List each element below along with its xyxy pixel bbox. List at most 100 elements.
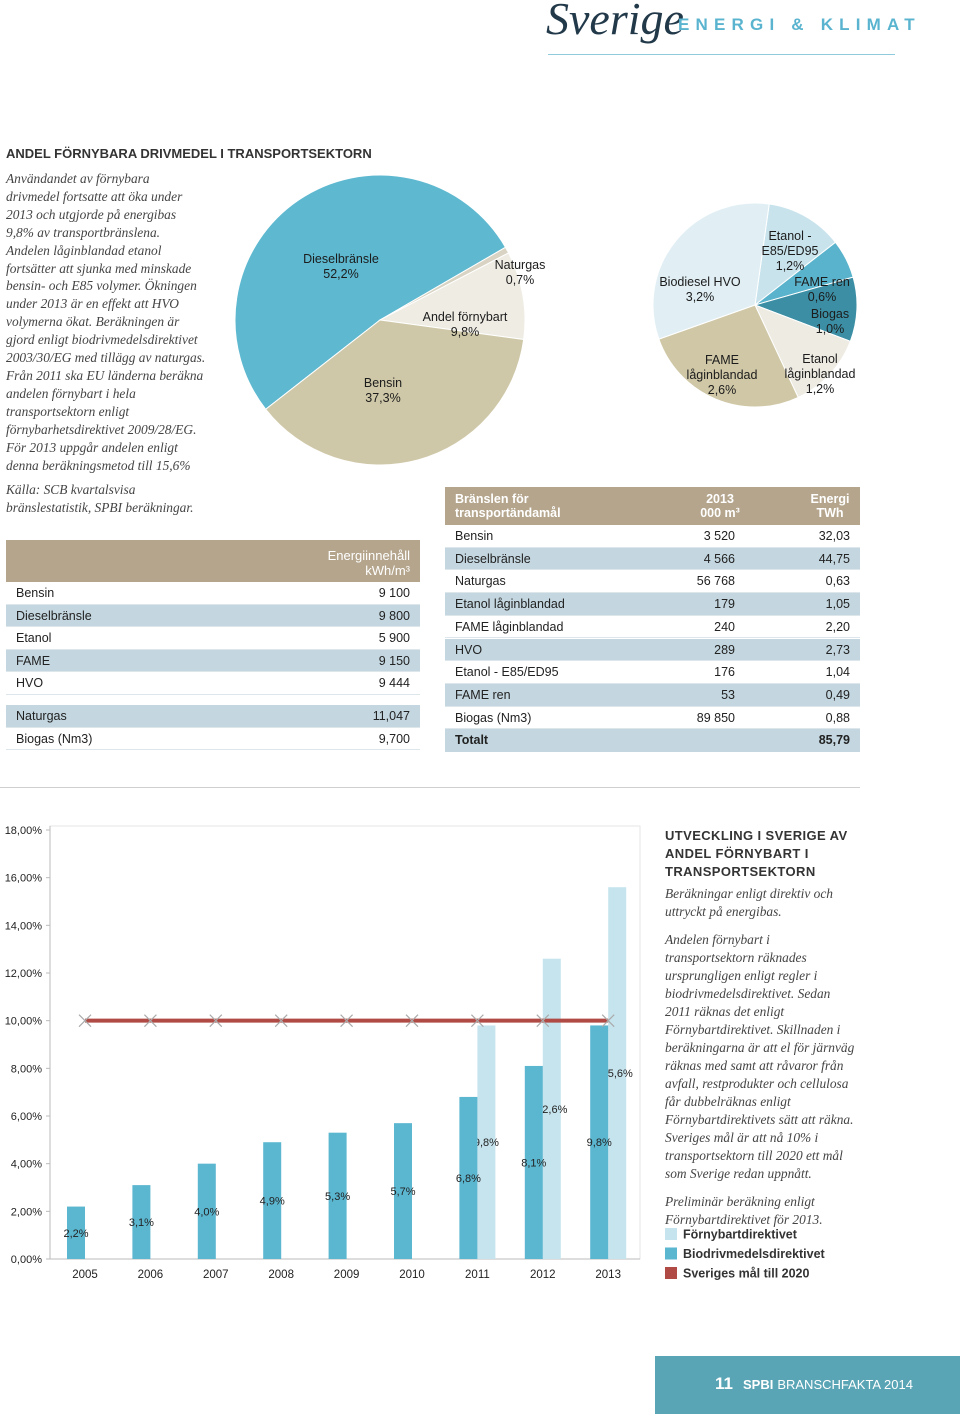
slice-name: Bensin [363,376,403,390]
row-label: Biogas (Nm3) [455,710,532,725]
row-label: Bensin [16,586,55,600]
pie-label: Bensin 37,3% [343,376,423,406]
y-tick-label: 18,00% [5,825,43,837]
bar [477,1025,496,1259]
y-tick-label: 12,00% [5,968,43,980]
row-volume: 176 [714,665,735,680]
page-title: Sverige [546,0,684,44]
x-tick-label: 2013 [595,1269,621,1281]
table-row: Etanol låginblandad 179 1,05 [445,593,860,616]
legend-swatch [665,1247,677,1260]
row-value: 9 444 [378,676,410,691]
row-label: Etanol [16,631,52,646]
legend-label: Biodrivmedelsdirektivet [683,1247,826,1261]
row-label: Naturgas [455,574,506,589]
pie-label: FAME låginblandad 2,6% [677,353,767,398]
pie-label: Biogas 1,0% [800,307,860,337]
slice-value: 0,6% [807,290,837,304]
row-volume: 4 566 [703,551,735,566]
row-value: 11,047 [372,709,410,723]
bar [328,1132,347,1259]
slice-name: Andel förnybart [422,310,508,324]
data-label: 9,8% [474,1137,499,1149]
row-energy: 0,63 [825,574,850,589]
data-label: 4,9% [260,1196,285,1208]
x-tick-label: 2012 [530,1269,556,1281]
slice-value: 3,2% [685,290,715,304]
legend-label: Förnybartdirektivet [683,1228,798,1242]
row-energy: 32,03 [818,529,850,543]
y-tick-label: 2,00% [11,1206,42,1218]
table-row: Bensin 9 100 [6,582,420,605]
pie-slice [378,252,526,341]
footer-band: 11 SPBI BRANSCHFAKTA 2014 [655,1356,960,1414]
bar [197,1163,216,1259]
data-label: 6,8% [456,1173,481,1185]
total-energy: 85,79 [818,733,850,748]
pie-slice [754,203,837,307]
row-label: Etanol - E85/ED95 [455,665,559,680]
slice-value: 9,8% [450,325,480,339]
y-tick-label: 14,00% [5,920,43,932]
pie-slice [234,174,507,410]
table-row: Naturgas 56 768 0,63 [445,570,860,594]
table-row: Etanol - E85/ED95 176 1,04 [445,661,860,684]
slice-name: FAME låginblandad [686,353,758,382]
section-title: ANDEL FÖRNYBARA DRIVMEDEL I TRANSPORTSEK… [6,146,372,161]
x-tick-label: 2010 [399,1269,425,1281]
legend-label: Sveriges mål till 2020 [683,1267,810,1281]
legend-swatch [665,1228,677,1240]
row-value: 9 100 [378,586,410,600]
pie-label: Etanol - E85/ED95 1,2% [750,229,830,274]
table-row: HVO 289 2,73 [445,638,860,662]
bar [67,1206,85,1259]
x-tick-label: 2006 [138,1269,164,1281]
pie-label: FAME ren 0,6% [787,275,857,305]
slice-name: FAME ren [794,275,850,289]
y-tick-label: 16,00% [5,873,43,885]
legend-swatch [665,1267,677,1279]
table-header: Energiinnehåll kWh/m³ [6,540,420,582]
paragraph: Beräkningar enligt direktiv och uttryckt… [665,886,833,919]
publication: BRANSCHFAKTA 2014 [777,1377,913,1392]
goal-marker [274,1014,288,1028]
table-row: FAME 9 150 [6,649,420,673]
row-value: 5 900 [378,631,410,646]
pie-slice [754,304,851,399]
slice-value: 37,3% [365,391,401,405]
data-label: 12,6% [536,1104,567,1116]
row-volume: 289 [714,642,735,657]
goal-marker [143,1014,157,1028]
row-volume: 89 850 [696,710,735,725]
panel-text: Beräkningar enligt direktiv och uttryckt… [665,885,857,1239]
pie-label: Naturgas 0,7% [480,258,560,288]
goal-marker [340,1014,354,1028]
row-value: 9 150 [378,653,410,668]
row-energy: 1,05 [825,597,850,612]
column-header: Energiinnehåll [327,548,410,563]
y-tick-label: 6,00% [11,1111,42,1123]
row-label: HVO [455,642,483,657]
goal-marker [601,1014,615,1028]
bar [263,1142,282,1259]
x-tick-label: 2008 [268,1269,294,1281]
row-energy: 2,73 [825,642,850,657]
slice-name: Dieselbränsle [303,252,379,266]
table-row: HVO 9 444 [6,672,420,695]
row-label: FAME [16,653,51,668]
energy-table: Energiinnehåll kWh/m³ Bensin 9 100 Dieselb… [6,540,420,752]
bar [542,958,561,1259]
page-subtitle: ENERGI & KLIMAT [678,15,921,34]
bar [394,1123,412,1259]
y-tick-label: 8,00% [11,1063,42,1075]
pie-slice [658,304,799,408]
slice-value: 0,7% [505,273,535,287]
bar [132,1185,151,1259]
row-energy: 44,75 [818,551,850,566]
slice-name: Biogas [810,307,850,321]
data-label: 5,3% [325,1191,350,1203]
y-tick-label: 0,00% [11,1254,42,1266]
bar [590,1025,609,1259]
data-label: 8,1% [521,1157,546,1169]
